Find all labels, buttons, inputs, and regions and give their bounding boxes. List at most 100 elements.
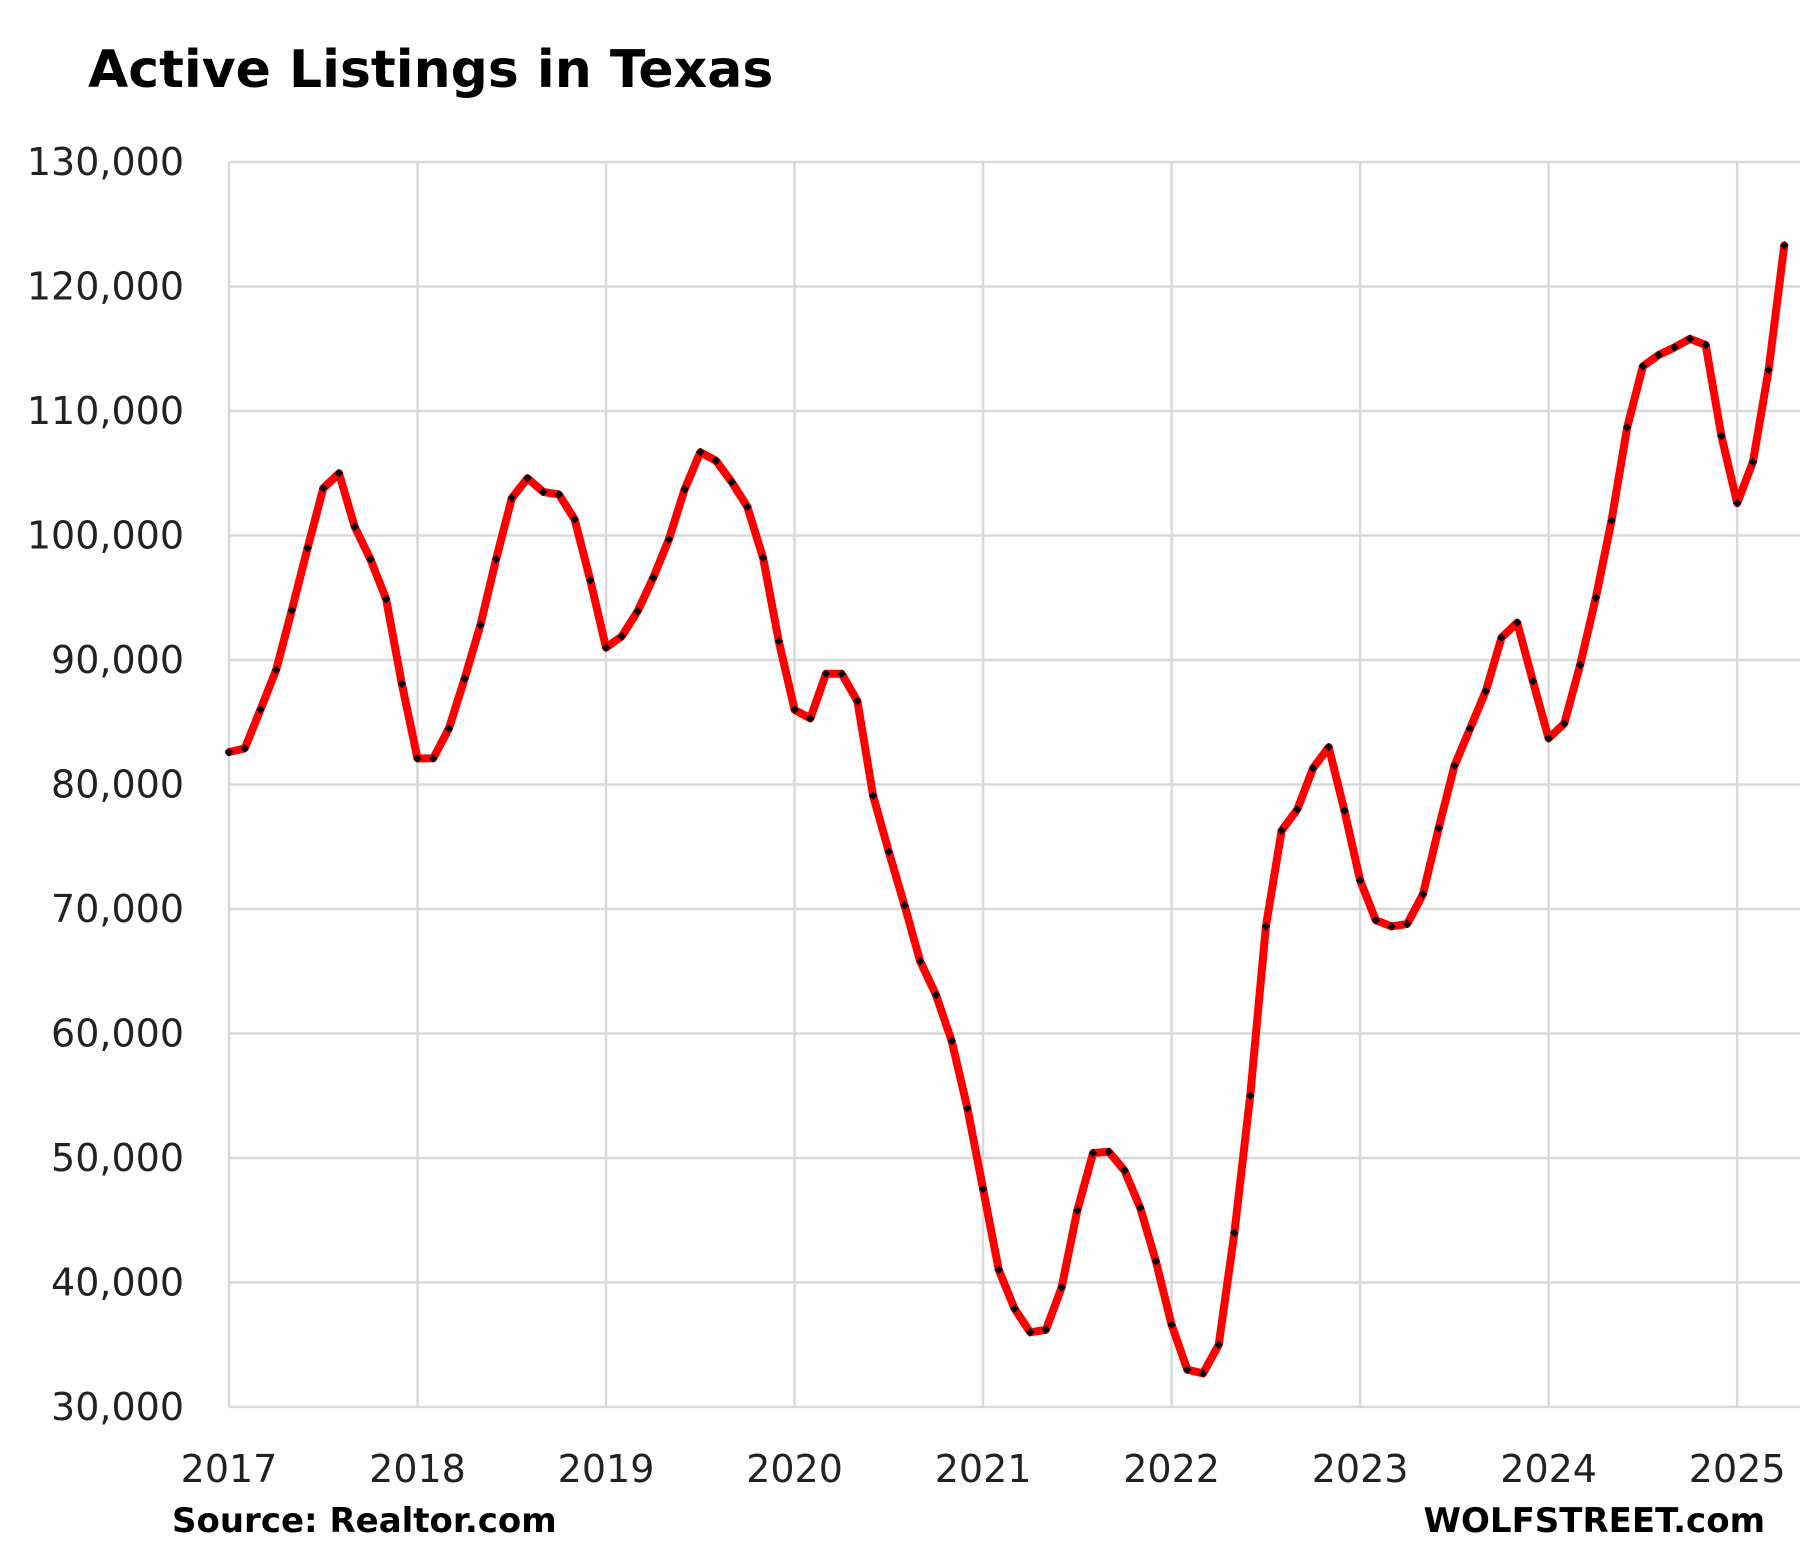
data-point	[711, 456, 721, 466]
data-point	[397, 679, 407, 688]
data-point	[1591, 593, 1601, 603]
data-point	[460, 674, 469, 683]
y-axis-tick-labels: 30,000 40,000 50,000 60,000 70,000 80,000 90,0…	[27, 140, 184, 1429]
source-note: Source: Realtor.com	[172, 1501, 557, 1541]
data-point	[1340, 806, 1349, 815]
data-point	[1371, 915, 1381, 925]
data-point	[554, 490, 564, 499]
y-tick-label: 100,000	[27, 514, 184, 558]
data-point	[868, 791, 878, 800]
x-tick-label: 2019	[558, 1447, 655, 1491]
data-point	[1560, 719, 1569, 728]
data-point	[900, 901, 909, 910]
data-point	[381, 594, 391, 604]
data-point	[271, 665, 281, 675]
data-point	[633, 607, 642, 616]
y-tick-label: 70,000	[51, 887, 184, 931]
data-point	[444, 724, 454, 733]
data-point	[1230, 1228, 1239, 1237]
data-point	[758, 553, 768, 563]
data-point	[837, 669, 846, 678]
series-line	[225, 241, 1789, 1378]
data-point	[586, 576, 595, 585]
data-point	[1732, 498, 1742, 508]
x-tick-label: 2023	[1312, 1447, 1409, 1491]
data-point	[664, 534, 674, 544]
data-point	[491, 554, 501, 564]
data-point	[1025, 1328, 1035, 1337]
data-point	[1073, 1206, 1082, 1215]
data-point	[1245, 1091, 1255, 1101]
data-point	[648, 573, 658, 583]
data-point	[1135, 1203, 1145, 1213]
data-point	[1183, 1365, 1192, 1374]
data-point	[1497, 633, 1506, 642]
data-series	[224, 241, 1789, 1378]
data-point	[1120, 1166, 1129, 1175]
data-point	[947, 1036, 956, 1046]
y-tick-label: 50,000	[51, 1136, 184, 1180]
data-point	[1544, 734, 1553, 743]
x-tick-label: 2022	[1123, 1447, 1220, 1491]
x-tick-label: 2025	[1689, 1447, 1786, 1491]
data-point	[1670, 343, 1679, 352]
data-point	[1607, 516, 1616, 525]
data-point	[1293, 805, 1302, 814]
y-tick-label: 110,000	[27, 389, 184, 433]
data-point	[727, 477, 736, 487]
data-point	[1198, 1369, 1208, 1378]
data-point	[806, 714, 815, 723]
data-point	[774, 637, 784, 646]
y-tick-label: 30,000	[51, 1385, 184, 1429]
data-point	[1465, 724, 1475, 733]
data-point	[319, 483, 328, 493]
y-tick-label: 120,000	[27, 265, 184, 309]
y-tick-label: 90,000	[51, 638, 184, 682]
data-point	[1041, 1325, 1051, 1335]
data-point	[538, 487, 548, 497]
data-point	[350, 522, 359, 532]
x-tick-label: 2021	[935, 1447, 1032, 1491]
data-point	[853, 696, 862, 706]
data-point	[476, 620, 485, 630]
data-point	[1324, 742, 1333, 752]
data-point	[1355, 876, 1365, 885]
data-point	[994, 1265, 1004, 1275]
grid-lines	[227, 160, 1800, 1409]
chart-title: Active Listings in Texas	[88, 40, 773, 100]
data-point	[334, 469, 344, 478]
data-point	[1685, 334, 1695, 344]
data-point	[1167, 1320, 1176, 1330]
y-tick-label: 40,000	[51, 1261, 184, 1305]
data-point	[1418, 889, 1428, 899]
data-point	[1104, 1147, 1114, 1157]
data-point	[1261, 922, 1271, 931]
data-point	[1308, 764, 1318, 773]
data-point	[696, 447, 705, 457]
data-point	[1575, 660, 1585, 670]
data-point	[1151, 1257, 1161, 1266]
data-point	[1057, 1283, 1066, 1292]
data-point	[963, 1103, 972, 1113]
x-tick-label: 2018	[369, 1447, 466, 1491]
x-axis-tick-labels: 2017 2018 2019 2020 2021 2022 2023 2024 2025	[181, 1447, 1786, 1491]
data-point	[1403, 919, 1412, 929]
data-point	[1764, 365, 1773, 375]
y-tick-label: 60,000	[51, 1012, 184, 1056]
data-point	[1528, 676, 1538, 686]
data-point	[1512, 618, 1522, 627]
data-point	[1010, 1304, 1019, 1313]
data-point	[1481, 686, 1491, 696]
data-point	[1638, 361, 1648, 371]
data-point	[915, 957, 925, 966]
x-tick-label: 2024	[1500, 1447, 1597, 1491]
data-point	[978, 1184, 988, 1194]
x-tick-label: 2017	[181, 1447, 278, 1491]
data-point	[1701, 340, 1710, 350]
data-point	[303, 543, 312, 553]
data-point	[1717, 431, 1726, 441]
data-point	[931, 990, 941, 1000]
data-point	[1214, 1340, 1223, 1350]
data-point	[884, 847, 894, 856]
